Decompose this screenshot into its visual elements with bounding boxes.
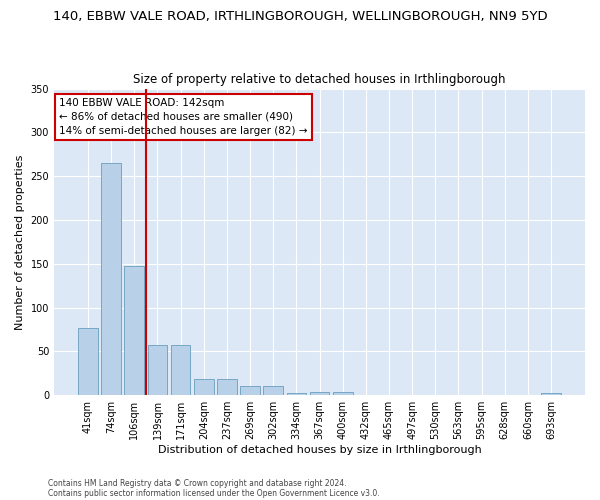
Bar bbox=[101, 163, 121, 395]
Bar bbox=[240, 386, 260, 395]
Bar bbox=[217, 378, 237, 395]
Bar bbox=[541, 392, 561, 395]
Y-axis label: Number of detached properties: Number of detached properties bbox=[15, 154, 25, 330]
Text: 140, EBBW VALE ROAD, IRTHLINGBOROUGH, WELLINGBOROUGH, NN9 5YD: 140, EBBW VALE ROAD, IRTHLINGBOROUGH, WE… bbox=[53, 10, 547, 23]
Bar bbox=[333, 392, 353, 395]
Bar bbox=[124, 266, 144, 395]
Bar bbox=[78, 328, 98, 395]
Text: Contains HM Land Registry data © Crown copyright and database right 2024.: Contains HM Land Registry data © Crown c… bbox=[48, 478, 347, 488]
X-axis label: Distribution of detached houses by size in Irthlingborough: Distribution of detached houses by size … bbox=[158, 445, 481, 455]
Bar bbox=[310, 392, 329, 395]
Bar bbox=[148, 346, 167, 395]
Bar bbox=[194, 378, 214, 395]
Bar bbox=[171, 346, 190, 395]
Text: Contains public sector information licensed under the Open Government Licence v3: Contains public sector information licen… bbox=[48, 488, 380, 498]
Bar bbox=[263, 386, 283, 395]
Bar bbox=[287, 392, 306, 395]
Text: 140 EBBW VALE ROAD: 142sqm
← 86% of detached houses are smaller (490)
14% of sem: 140 EBBW VALE ROAD: 142sqm ← 86% of deta… bbox=[59, 98, 308, 136]
Title: Size of property relative to detached houses in Irthlingborough: Size of property relative to detached ho… bbox=[133, 73, 506, 86]
